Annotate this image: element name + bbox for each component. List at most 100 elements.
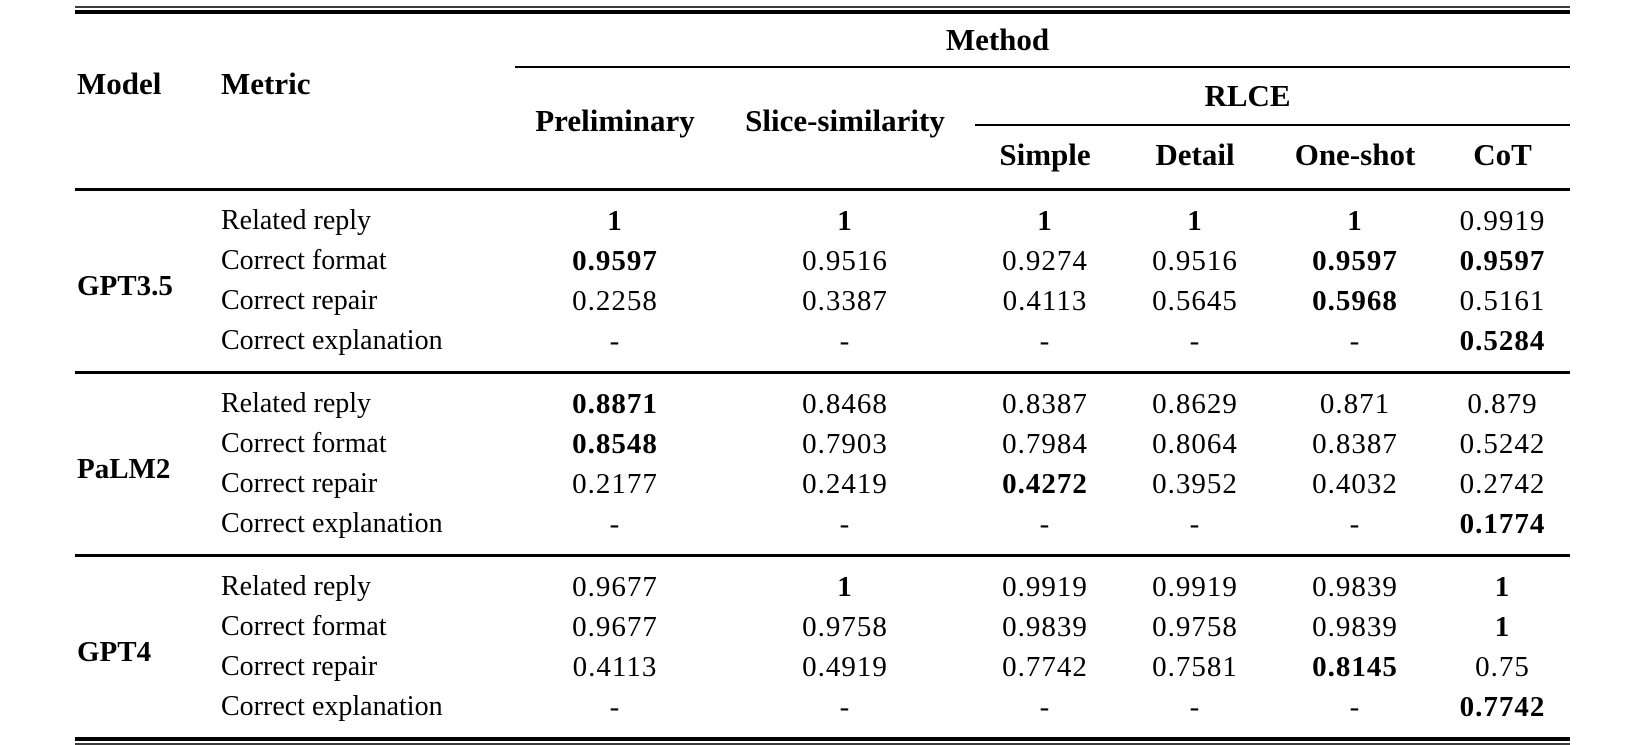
header-row-method: Model Metric Method — [75, 14, 1571, 191]
header-row-methods: Preliminary Slice-similarity RLCE — [75, 67, 1571, 191]
metric-label: Correct format — [221, 611, 387, 642]
table-row: Correct format 0.8548 0.7903 0.7984 0.8064 0.… — [75, 424, 1570, 464]
col-header-preliminary: Preliminary — [515, 67, 715, 191]
value-cell: 1 — [715, 554, 975, 607]
metric-label: Correct repair — [221, 468, 378, 499]
col-header-model: Model — [75, 14, 215, 191]
value-cell: 0.4113 — [1002, 284, 1088, 317]
value-cell: 0.2258 — [572, 284, 658, 317]
table-top-rule — [75, 6, 1570, 14]
value-cell: 1 — [1494, 610, 1511, 643]
value-cell: 0.8629 — [1115, 371, 1275, 424]
value-cell: - — [1039, 507, 1051, 540]
col-header-cot: CoT — [1435, 125, 1571, 191]
value-cell: 0.9274 — [1002, 244, 1088, 277]
table-row: Correct explanation - - - - - 0.7742 — [75, 687, 1570, 737]
value-cell: 1 — [1435, 554, 1571, 607]
col-group-method: Method — [515, 14, 1571, 68]
col-group-rlce: RLCE — [975, 67, 1571, 126]
value-cell: - — [609, 690, 621, 723]
value-cell: - — [839, 324, 851, 357]
results-table: Model Metric Method Preliminary Slice-si… — [75, 6, 1571, 745]
value-cell: 0.8548 — [572, 427, 658, 460]
value-cell: 0.5284 — [1459, 324, 1546, 357]
metric-label: Related reply — [221, 205, 372, 236]
value-cell: - — [609, 324, 621, 357]
col-header-metric: Metric — [215, 14, 515, 191]
value-cell: 0.7984 — [1002, 427, 1088, 460]
value-cell: 0.9758 — [1152, 610, 1238, 643]
table-row: Correct explanation - - - - - 0.5284 — [75, 321, 1570, 373]
table-row: Correct explanation - - - - - 0.1774 — [75, 504, 1570, 556]
value-cell: - — [1349, 507, 1361, 540]
value-cell: 0.9919 — [1115, 554, 1275, 607]
table-header: Model Metric Method Preliminary Slice-si… — [75, 14, 1571, 191]
header-row-rlce-sub: Simple Detail One-shot CoT — [75, 125, 1571, 191]
value-cell: 0.5968 — [1312, 284, 1398, 317]
value-cell: 0.4919 — [802, 650, 888, 683]
value-cell: 0.3952 — [1152, 467, 1238, 500]
value-cell: 0.7742 — [1459, 690, 1546, 723]
value-cell: 1 — [1187, 204, 1203, 237]
table-row: Correct format 0.9677 0.9758 0.9839 0.9758 0.… — [75, 607, 1570, 647]
col-header-simple: Simple — [975, 125, 1115, 191]
value-cell: 0.9919 — [975, 554, 1115, 607]
value-cell: 0.9597 — [1459, 244, 1546, 277]
value-cell: 0.8387 — [1312, 427, 1398, 460]
value-cell: - — [1189, 324, 1201, 357]
results-table-grid: Model Metric Method Preliminary Slice-si… — [75, 14, 1571, 737]
metric-label: Correct explanation — [221, 691, 443, 722]
value-cell: - — [1039, 324, 1051, 357]
model-name: PaLM2 — [75, 371, 215, 556]
value-cell: - — [1189, 507, 1201, 540]
metric-label: Correct explanation — [221, 508, 443, 539]
metric-label: Related reply — [215, 371, 515, 424]
value-cell: 0.7742 — [1002, 650, 1088, 683]
metric-label: Correct repair — [221, 651, 378, 682]
table-row: Correct repair 0.2177 0.2419 0.4272 0.3952 0.… — [75, 464, 1570, 504]
value-cell: 0.2177 — [572, 467, 658, 500]
value-cell: 0.4032 — [1312, 467, 1398, 500]
value-cell: 0.879 — [1435, 371, 1571, 424]
value-cell: - — [609, 507, 621, 540]
value-cell: 0.9597 — [1312, 244, 1398, 277]
model-name: GPT3.5 — [77, 269, 173, 302]
value-cell: 0.9677 — [572, 610, 658, 643]
table-row: Correct format 0.9597 0.9516 0.9274 0.9516 0.… — [75, 241, 1570, 281]
value-cell: - — [1039, 690, 1051, 723]
value-cell: 0.75 — [1475, 650, 1530, 683]
value-cell: 0.4113 — [572, 650, 658, 683]
value-cell: 0.7903 — [802, 427, 888, 460]
value-cell: 0.9516 — [802, 244, 888, 277]
col-header-one-shot: One-shot — [1275, 125, 1435, 191]
model-name: GPT4 — [75, 554, 215, 737]
value-cell: 0.9839 — [1275, 554, 1435, 607]
value-cell: 0.9758 — [802, 610, 888, 643]
value-cell: 1 — [1037, 204, 1053, 237]
value-cell: 0.9839 — [1312, 610, 1398, 643]
col-header-detail: Detail — [1115, 125, 1275, 191]
metric-label: Correct format — [221, 428, 387, 459]
value-cell: 1 — [1347, 204, 1363, 237]
table-row: Correct repair 0.4113 0.4919 0.7742 0.7581 0.… — [75, 647, 1570, 687]
value-cell: 0.871 — [1275, 371, 1435, 424]
table-row: PaLM2 Related reply 0.8871 0.8468 0.8387 0.86… — [75, 371, 1571, 556]
value-cell: 0.5242 — [1459, 427, 1546, 460]
value-cell: 0.9919 — [1459, 204, 1546, 237]
value-cell: 0.9597 — [572, 244, 658, 277]
value-cell: - — [1349, 324, 1361, 357]
value-cell: 0.8064 — [1152, 427, 1238, 460]
value-cell: 0.2742 — [1459, 467, 1546, 500]
value-cell: - — [839, 690, 851, 723]
value-cell: 0.4272 — [1002, 467, 1088, 500]
value-cell: 1 — [837, 204, 853, 237]
value-cell: 1 — [607, 204, 623, 237]
method-label: Method — [945, 22, 1050, 57]
value-cell: 0.2419 — [802, 467, 888, 500]
value-cell: 0.5161 — [1459, 284, 1546, 317]
metric-label: Correct explanation — [221, 325, 443, 356]
value-cell: 0.9516 — [1152, 244, 1238, 277]
table-bottom-rule — [75, 737, 1570, 745]
table-row: Correct repair 0.2258 0.3387 0.4113 0.5645 0.… — [75, 281, 1570, 321]
metric-label: Correct format — [221, 245, 387, 276]
